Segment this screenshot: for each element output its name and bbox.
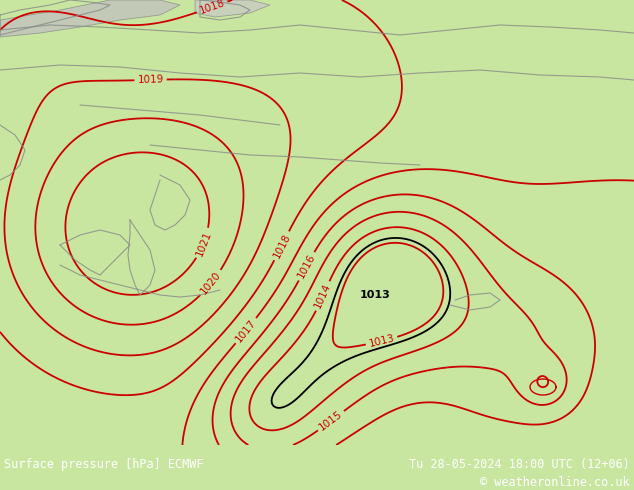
Text: 1013: 1013 [368, 333, 396, 349]
Text: Tu 28-05-2024 18:00 UTC (12+06): Tu 28-05-2024 18:00 UTC (12+06) [409, 458, 630, 471]
Text: 1018: 1018 [271, 232, 292, 260]
Text: 1018: 1018 [198, 0, 226, 16]
Text: 1019: 1019 [137, 74, 164, 85]
Text: 1014: 1014 [313, 282, 333, 310]
Text: 1020: 1020 [199, 270, 223, 296]
Polygon shape [195, 0, 270, 17]
Polygon shape [0, 0, 180, 37]
Text: 1015: 1015 [318, 409, 344, 433]
Text: 1021: 1021 [194, 229, 213, 257]
Text: © weatheronline.co.uk: © weatheronline.co.uk [481, 476, 630, 489]
Text: 1017: 1017 [234, 318, 258, 344]
Text: 1013: 1013 [359, 290, 391, 300]
Text: 1016: 1016 [296, 252, 317, 280]
Text: Surface pressure [hPa] ECMWF: Surface pressure [hPa] ECMWF [4, 458, 204, 471]
